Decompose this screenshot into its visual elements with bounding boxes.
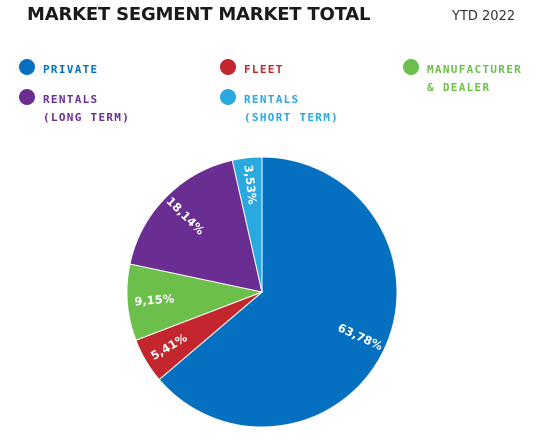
slice-label-rentals-short-term: 3,53%: [241, 164, 259, 206]
legend-swatch: [220, 59, 236, 75]
pie-slice-rentals-short-term: [231, 156, 263, 293]
legend-swatch: [403, 59, 419, 75]
legend-label-line2: & DEALER: [427, 81, 491, 94]
pie-slice-manufacturer-dealer: [126, 263, 264, 341]
period-label: YTD 2022: [452, 9, 516, 24]
legend-swatch: [19, 89, 35, 105]
legend-label-line1: PRIVATE: [43, 63, 99, 76]
legend-label-line1: MANUFACTURER: [427, 63, 523, 76]
legend-label-line2: (LONG TERM): [43, 111, 131, 124]
chart-title: MARKET SEGMENT MARKET TOTAL: [27, 4, 371, 25]
legend-label-line1: FLEET: [244, 63, 284, 76]
legend-label-line2: (SHORT TERM): [244, 111, 340, 124]
legend-label-line1: RENTALS: [244, 93, 300, 106]
slice-label-manufacturer-dealer: 9,15%: [134, 291, 175, 308]
pie-slice-rentals-long-term: [129, 159, 263, 293]
pie-slice-private: [158, 156, 398, 428]
legend-swatch: [220, 89, 236, 105]
legend-swatch: [19, 59, 35, 75]
legend-label-line1: RENTALS: [43, 93, 99, 106]
